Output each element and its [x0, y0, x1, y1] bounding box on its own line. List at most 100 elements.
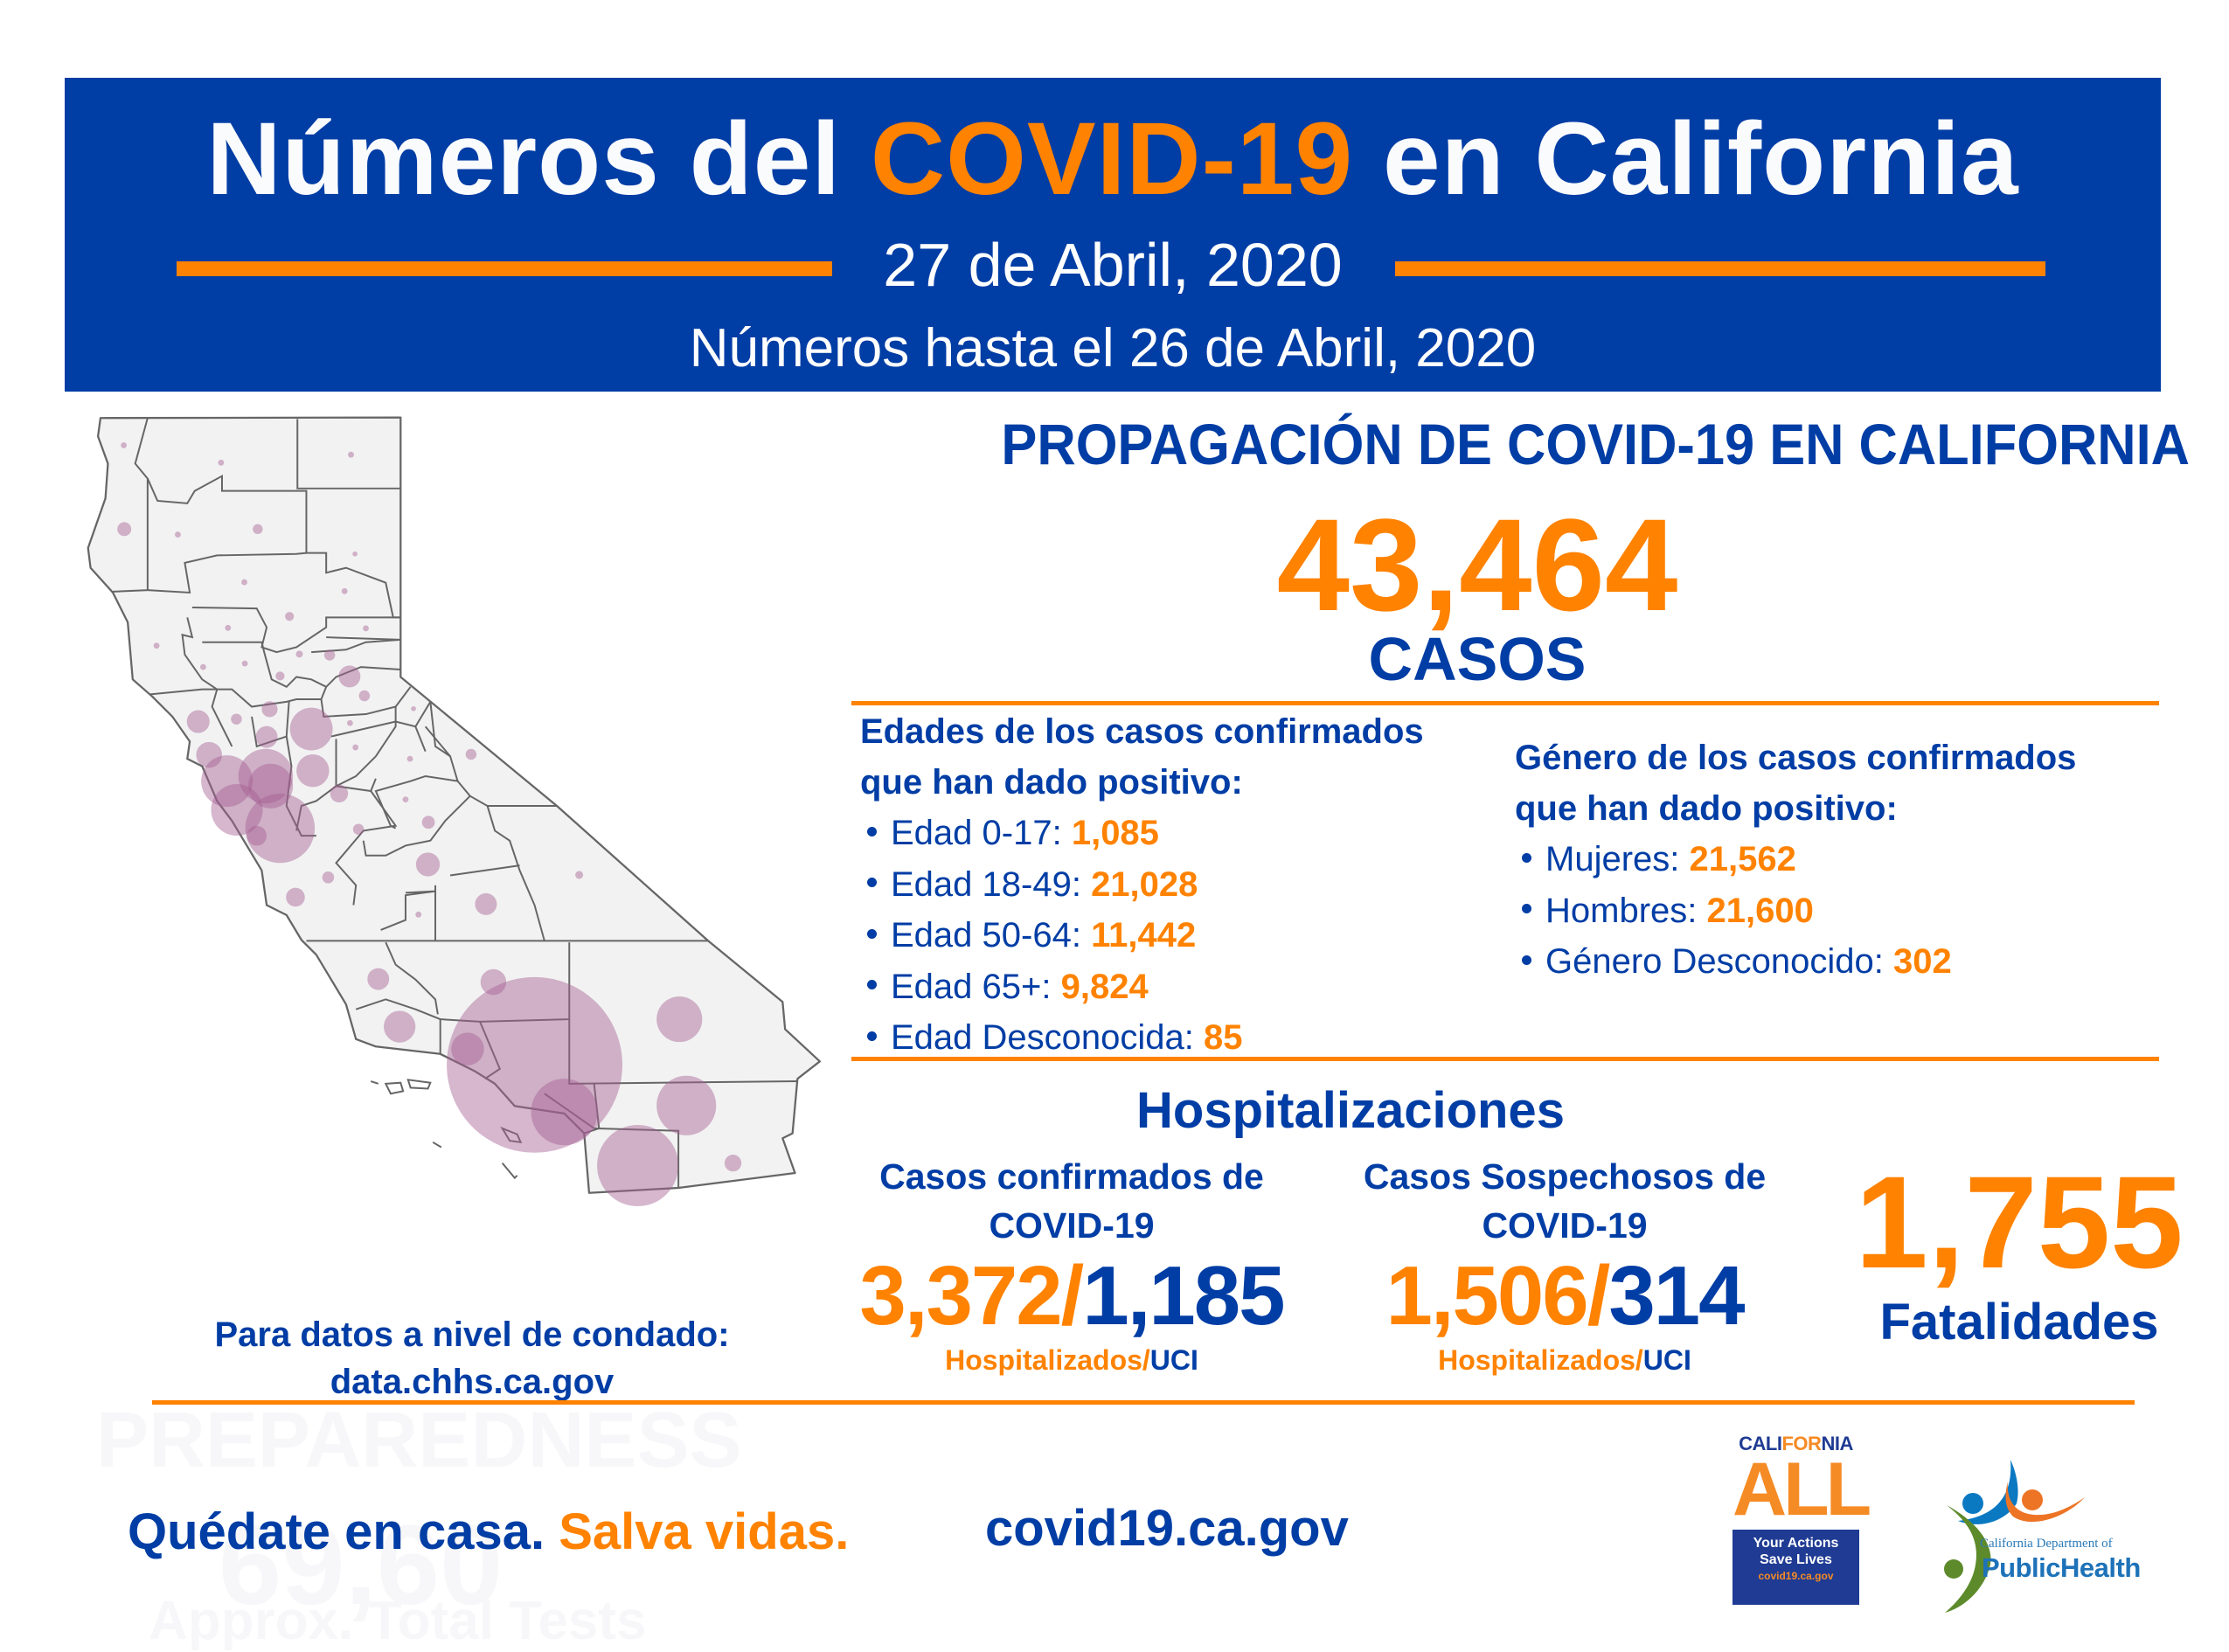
- logo-california-for: CALIFORNIA: [1733, 1433, 1859, 1454]
- cases-label: CASOS: [1368, 625, 1587, 693]
- age-list: Edad 0-17: 1,085 Edad 18-49: 21,028 Edad…: [860, 808, 1489, 1064]
- gender-list: Mujeres: 21,562 Hombres: 21,600 Género D…: [1515, 834, 2144, 988]
- case-bubbles: [117, 442, 742, 1207]
- case-bubble: [211, 784, 263, 836]
- gender-label: Hombres:: [1545, 891, 1707, 930]
- gender-item: Mujeres: 21,562: [1515, 834, 2144, 885]
- case-bubble: [341, 587, 348, 594]
- case-bubble: [175, 531, 181, 538]
- legend-hospitalized: Hospitalizados: [945, 1344, 1142, 1376]
- age-item: Edad Desconocida: 85: [860, 1012, 1489, 1064]
- logo-box-line2: Save Lives: [1760, 1552, 1832, 1567]
- bullet-icon: [1522, 954, 1531, 965]
- cdph-name-text: PublicHealth: [1982, 1552, 2141, 1583]
- gender-value: 302: [1893, 942, 1952, 981]
- county-shapes: [87, 416, 822, 1194]
- date-rule-left: [177, 261, 832, 276]
- case-bubble: [153, 642, 160, 649]
- separator: /: [1142, 1344, 1150, 1376]
- suspected-numbers: 1,506/314: [1320, 1250, 1809, 1343]
- age-value: 1,085: [1071, 814, 1159, 852]
- suspected-heading-line1: Casos Sospechosos de: [1363, 1156, 1767, 1197]
- case-bubble: [358, 690, 371, 702]
- gender-value: 21,562: [1689, 840, 1796, 878]
- watermark-text: PREPAREDNESS: [96, 1397, 742, 1484]
- case-bubble: [597, 1124, 679, 1207]
- county-borders: [113, 417, 798, 1189]
- case-bubble: [348, 451, 354, 458]
- case-bubble: [451, 1032, 484, 1065]
- gender-item: Género Desconocido: 302: [1515, 936, 2144, 988]
- logo-box-url: covid19.ca.gov: [1758, 1570, 1834, 1582]
- case-bubble: [186, 710, 210, 733]
- california-map-svg: [87, 416, 822, 1207]
- case-bubble: [201, 755, 253, 808]
- case-bubble: [253, 524, 263, 535]
- date-rule-right: [1395, 261, 2045, 276]
- case-bubble: [238, 748, 294, 804]
- case-bubble: [248, 763, 294, 809]
- hospitalizations-confirmed: Casos confirmados de COVID-19 3,372/1,18…: [827, 1152, 1316, 1378]
- bullet-icon: [1522, 904, 1531, 914]
- california-county-map: [68, 409, 846, 1283]
- slogan-stay-home: Quédate en casa.: [128, 1503, 559, 1560]
- age-label: Edad 65+:: [891, 967, 1061, 1006]
- slogan-save-lives: Salva vidas.: [559, 1503, 850, 1560]
- case-bubble: [575, 871, 584, 879]
- case-bubble: [352, 551, 358, 557]
- california-for-all-logo: CALIFORNIA ALL Your Actions Save Lives c…: [1733, 1433, 1871, 1608]
- case-bubble: [347, 719, 353, 726]
- website-link[interactable]: covid19.ca.gov: [985, 1500, 1349, 1557]
- age-value: 21,028: [1091, 864, 1198, 904]
- age-breakdown: Edades de los casos confirmados que han …: [860, 706, 1489, 1064]
- case-bubble: [322, 871, 335, 884]
- confirmed-heading-line2: COVID-19: [989, 1205, 1155, 1246]
- case-bubble: [196, 741, 222, 768]
- bullet-icon: [867, 826, 877, 836]
- cdph-logo: California Department of PublicHealth: [1919, 1433, 2181, 1617]
- legend-icu: UCI: [1149, 1344, 1198, 1376]
- age-label: Edad 18-49:: [891, 864, 1092, 904]
- case-bubble: [245, 793, 316, 864]
- case-bubble: [247, 825, 267, 846]
- case-bubble: [289, 707, 333, 751]
- channel-islands: [370, 1079, 523, 1180]
- age-label: Edad Desconocida:: [891, 1018, 1205, 1057]
- watermark-number: 69,60: [219, 1501, 503, 1628]
- case-bubble: [415, 852, 441, 877]
- slogan: Quédate en casa. Salva vidas.: [128, 1502, 849, 1563]
- confirmed-legend: Hospitalizados/UCI: [827, 1343, 1316, 1378]
- people-icon: [1944, 1460, 2085, 1613]
- logo-text: NIA: [1821, 1433, 1853, 1454]
- case-bubble: [285, 612, 295, 621]
- suspected-heading-line2: COVID-19: [1482, 1205, 1648, 1246]
- confirmed-hospitalized: 3,372: [859, 1249, 1062, 1343]
- gender-item: Hombres: 21,600: [1515, 885, 2144, 937]
- case-bubble: [352, 823, 365, 835]
- case-bubble: [402, 796, 409, 803]
- case-bubble: [384, 1010, 416, 1043]
- case-bubble: [241, 579, 247, 586]
- case-bubble: [352, 744, 359, 751]
- county-data-link[interactable]: data.chhs.ca.gov: [330, 1363, 615, 1401]
- county-note-text: Para datos a nivel de condado:: [214, 1315, 730, 1354]
- title-accent: COVID-19: [870, 101, 1354, 217]
- case-bubble: [480, 968, 507, 996]
- separator: /: [1635, 1344, 1643, 1376]
- case-bubble: [475, 892, 497, 915]
- title-suffix: en California: [1353, 101, 2019, 217]
- case-bubble: [255, 725, 278, 748]
- separator: /: [1587, 1249, 1611, 1343]
- divider-bottom: [152, 1400, 2135, 1405]
- case-bubble: [275, 671, 285, 681]
- case-bubble: [261, 701, 278, 718]
- gender-label: Género Desconocido:: [1545, 942, 1894, 981]
- legend-icu: UCI: [1642, 1344, 1691, 1376]
- title-prefix: Números del: [206, 101, 871, 217]
- age-item: Edad 65+: 9,824: [860, 961, 1489, 1013]
- age-item: Edad 50-64: 11,442: [860, 910, 1489, 961]
- data-through-date: Números hasta el 26 de Abril, 2020: [689, 318, 1537, 378]
- bullet-icon: [867, 878, 877, 888]
- case-bubble: [421, 816, 435, 829]
- deaths-number: 1,755: [1855, 1149, 2184, 1295]
